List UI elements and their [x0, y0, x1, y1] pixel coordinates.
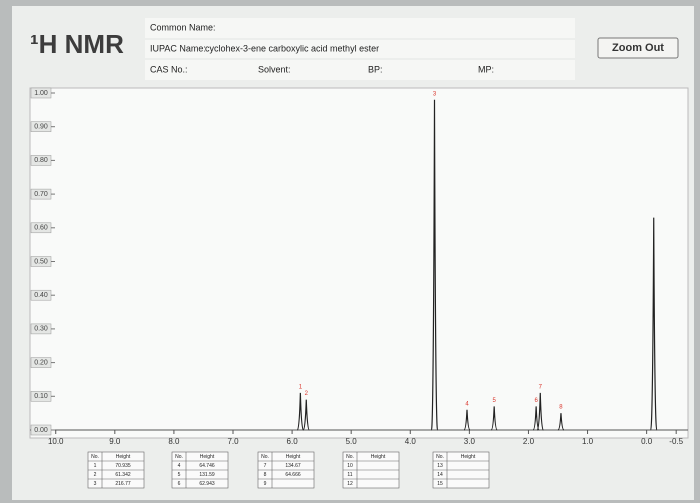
- table-cell: 131.59: [199, 472, 215, 478]
- table-cell: 8: [264, 472, 267, 478]
- x-tick-label: 6.0: [287, 437, 299, 446]
- peak-label: 2: [305, 391, 309, 397]
- table-cell: 10: [347, 463, 353, 469]
- table-cell: 1: [94, 463, 97, 469]
- peak-label: 7: [539, 385, 543, 391]
- x-tick-label: 0.0: [641, 437, 653, 446]
- field-box: [145, 18, 575, 38]
- table-cell: 62.943: [199, 481, 215, 487]
- peak: [296, 392, 304, 431]
- table-cell: 216.77: [115, 481, 131, 487]
- table-header: No.: [175, 454, 183, 460]
- table-header: Height: [116, 454, 131, 460]
- y-tick-label: 0.40: [34, 292, 48, 299]
- zoom-button[interactable]: [597, 37, 679, 59]
- table-header: Height: [461, 454, 476, 460]
- peak: [650, 217, 658, 431]
- table-cell: 70.935: [115, 463, 131, 469]
- table-cell: 3: [94, 481, 97, 487]
- x-tick-label: 7.0: [227, 437, 239, 446]
- table-cell: 14: [437, 472, 443, 478]
- x-tick-label: 4.0: [405, 437, 417, 446]
- peak-label: 8: [559, 405, 563, 411]
- x-tick-label: 8.0: [168, 437, 180, 446]
- y-tick-label: 0.90: [34, 124, 48, 131]
- field-label: BP:: [368, 64, 383, 74]
- y-tick-label: 0.80: [34, 157, 48, 164]
- x-tick-label: -0.5: [669, 437, 683, 446]
- table-header: No.: [91, 454, 99, 460]
- peak: [557, 413, 565, 431]
- field-label: Common Name:: [150, 22, 216, 32]
- x-tick-label: 9.0: [109, 437, 121, 446]
- field-label: CAS No.:: [150, 64, 188, 74]
- y-tick-label: 0.70: [34, 191, 48, 198]
- table-cell: 6: [178, 481, 181, 487]
- table-header: No.: [346, 454, 354, 460]
- y-tick-label: 0.10: [34, 393, 48, 400]
- peak: [463, 409, 471, 431]
- x-tick-label: 5.0: [346, 437, 358, 446]
- x-tick-label: 1.0: [582, 437, 594, 446]
- peak-label: 4: [465, 401, 469, 407]
- y-tick-label: 0.60: [34, 225, 48, 232]
- peak-label: 3: [433, 91, 437, 97]
- table-header: No.: [261, 454, 269, 460]
- field-label: MP:: [478, 64, 494, 74]
- table-cell: 134.67: [285, 463, 301, 469]
- plot-area: [29, 87, 689, 439]
- table-cell: 11: [347, 472, 352, 478]
- y-tick-label: 1.00: [34, 90, 48, 97]
- table-cell: 2: [94, 472, 97, 478]
- peak: [536, 392, 544, 431]
- field-value: cyclohex-3-ene carboxylic acid methyl es…: [205, 43, 379, 53]
- peak: [490, 406, 498, 431]
- zoom-button-label[interactable]: Zoom Out: [612, 42, 664, 54]
- field-box: [145, 40, 575, 58]
- x-tick-label: 10.0: [48, 437, 64, 446]
- y-tick-label: 0.50: [34, 258, 48, 265]
- table-cell: 4: [178, 463, 181, 469]
- peak-label: 5: [493, 398, 497, 404]
- field-label: Solvent:: [258, 64, 291, 74]
- peak: [302, 399, 310, 431]
- table-cell: 64.666: [285, 472, 301, 478]
- y-tick-label: 0.00: [34, 427, 48, 434]
- table-cell: 61.342: [115, 472, 131, 478]
- table-cell: 12: [347, 481, 353, 487]
- x-tick-label: 3.0: [464, 437, 476, 446]
- x-tick-label: 2.0: [523, 437, 535, 446]
- table-cell: 5: [178, 472, 181, 478]
- table-cell: 64.746: [199, 463, 215, 469]
- y-tick-label: 0.30: [34, 326, 48, 333]
- field-label: IUPAC Name:: [150, 43, 206, 53]
- table-header: Height: [286, 454, 301, 460]
- table-cell: 15: [437, 481, 443, 487]
- table-header: Height: [200, 454, 215, 460]
- title: ¹H NMR: [30, 29, 124, 59]
- y-tick-label: 0.20: [34, 359, 48, 366]
- field-box: [145, 60, 575, 80]
- table-cell: 9: [264, 481, 267, 487]
- peak: [430, 99, 439, 431]
- table-cell: 7: [264, 463, 267, 469]
- table-cell: 13: [437, 463, 443, 469]
- table-header: No.: [436, 454, 444, 460]
- peak-label: 1: [299, 385, 303, 391]
- table-header: Height: [371, 454, 386, 460]
- peak-label: 6: [534, 398, 538, 404]
